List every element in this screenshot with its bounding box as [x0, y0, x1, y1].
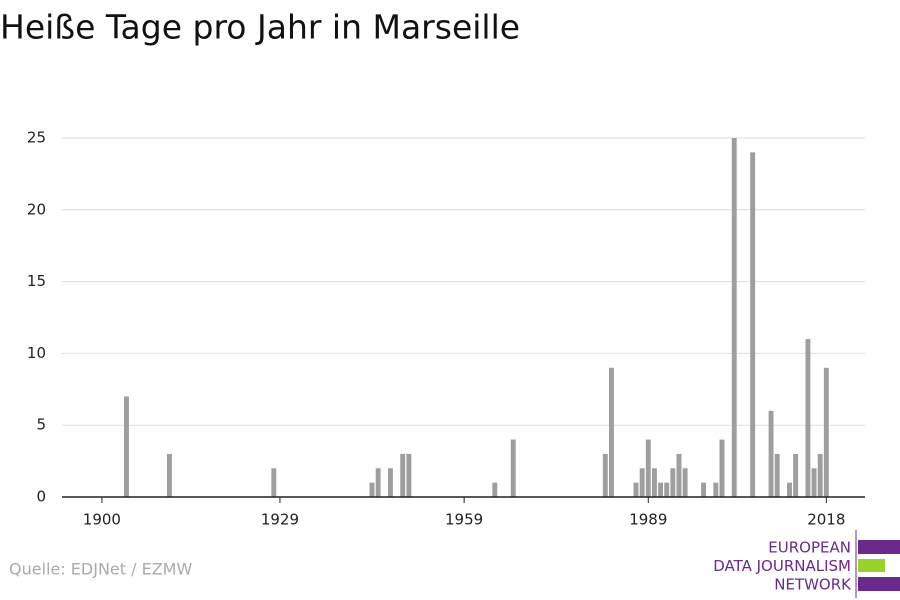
bar: [676, 453, 682, 497]
bar: [750, 152, 756, 498]
logo-text: NETWORK: [774, 576, 852, 594]
x-tick-label: 1959: [445, 511, 483, 529]
bar: [817, 453, 823, 497]
bar: [387, 468, 393, 497]
bar: [608, 367, 614, 497]
bar: [787, 482, 792, 497]
y-tick-label: 10: [27, 344, 46, 362]
bar: [633, 482, 639, 497]
bar: [768, 410, 774, 497]
bar: [793, 453, 799, 497]
x-tick-label: 2018: [807, 511, 845, 529]
source: Quelle: EDJNet / EZMW: [9, 560, 192, 579]
bar: [639, 468, 645, 497]
bar: [682, 468, 688, 497]
bar: [510, 439, 516, 497]
logo-bar: [858, 577, 900, 591]
bar: [811, 468, 817, 497]
logo-text: DATA JOURNALISM: [713, 557, 851, 575]
x-tick-label: 1989: [629, 511, 667, 529]
bar: [400, 453, 406, 497]
bar: [645, 439, 651, 497]
bar: [369, 482, 375, 497]
bar: [805, 339, 811, 497]
bar: [731, 138, 737, 497]
bar: [701, 482, 706, 497]
y-tick-label: 0: [36, 488, 46, 506]
bar: [602, 453, 608, 497]
bar: [124, 396, 129, 497]
logo-bar: [858, 540, 900, 554]
y-tick-label: 25: [27, 129, 46, 147]
y-tick-label: 15: [27, 272, 46, 290]
bar: [375, 468, 381, 497]
bar: [658, 482, 664, 497]
bar: [823, 367, 829, 497]
x-tick-label: 1929: [261, 511, 299, 529]
x-tick-label: 1900: [83, 511, 121, 529]
bar: [492, 482, 498, 497]
bar: [166, 453, 172, 497]
chart-title: Heiße Tage pro Jahr in Marseille: [0, 8, 520, 47]
bar: [719, 439, 725, 497]
bar: [664, 482, 670, 497]
y-tick-label: 5: [36, 416, 46, 434]
bar: [271, 468, 277, 497]
bar: [774, 453, 780, 497]
y-tick-label: 20: [27, 200, 46, 218]
logo-bar: [858, 559, 885, 572]
bar: [713, 482, 719, 497]
bar: [651, 468, 657, 497]
logo-text: EUROPEAN: [768, 539, 851, 557]
bar: [670, 468, 676, 497]
bar: [406, 453, 412, 497]
